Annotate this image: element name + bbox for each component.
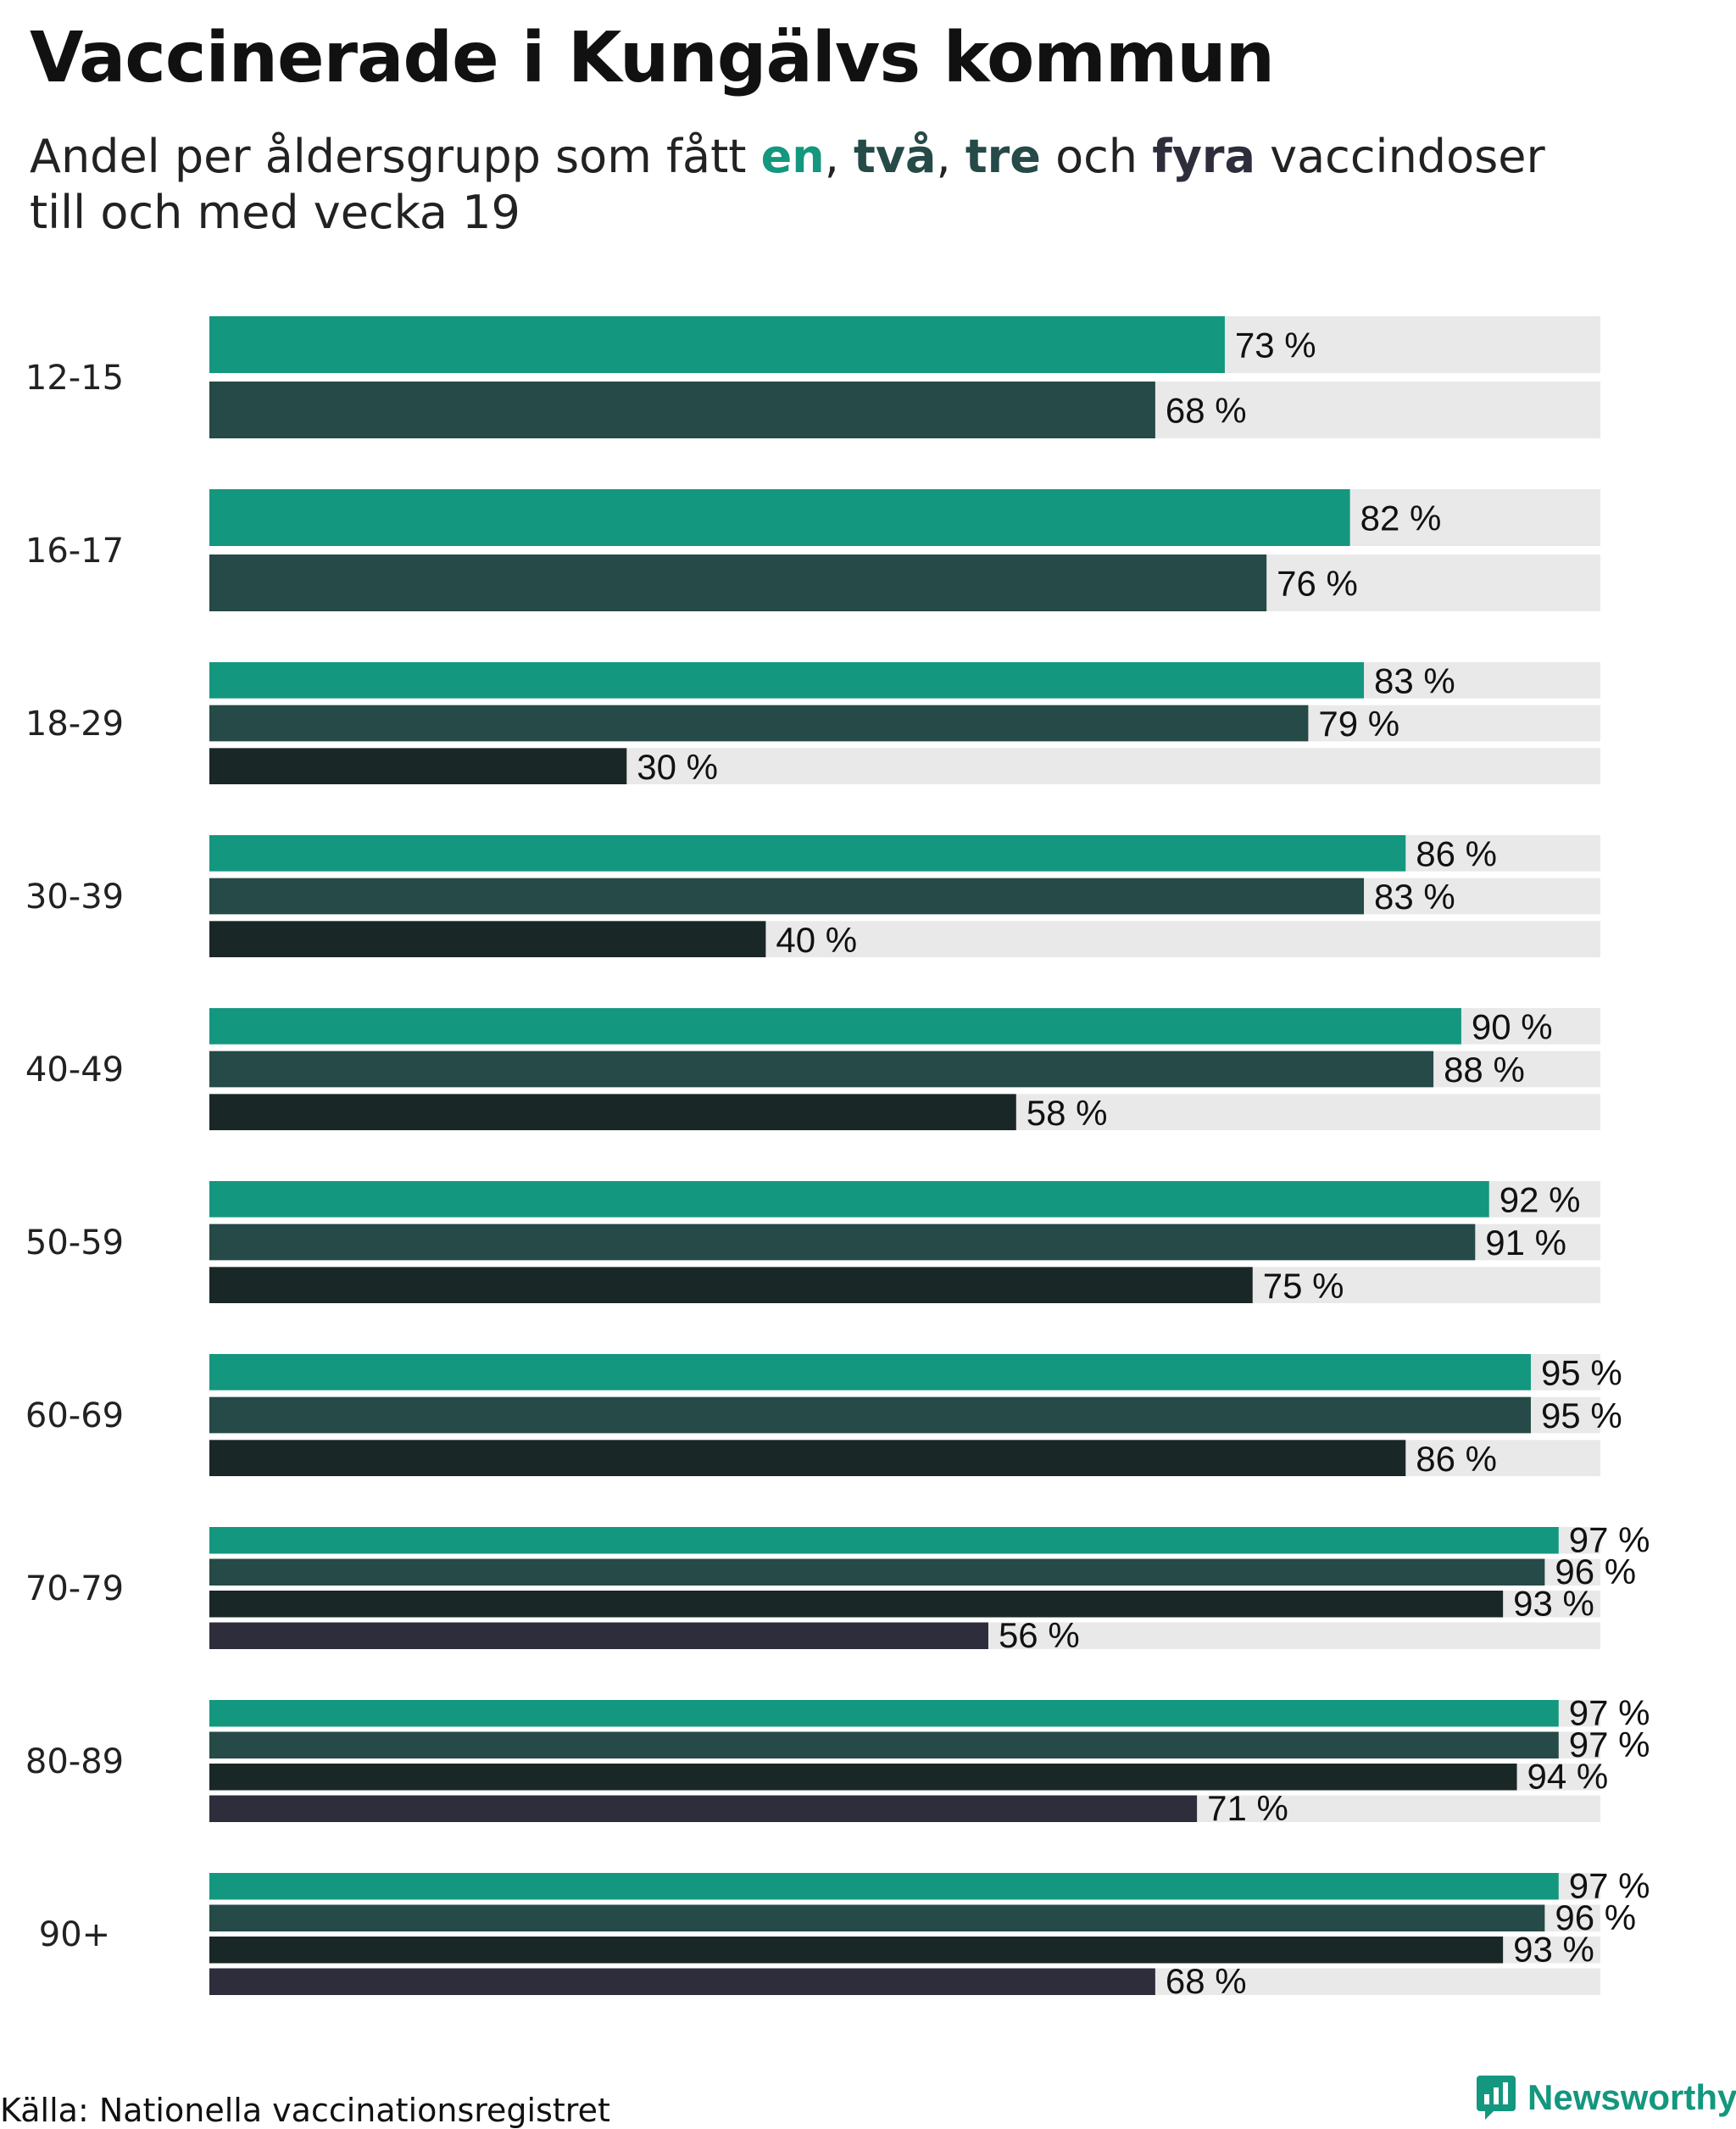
value-label: 94 % [1527,1756,1609,1796]
bar-en [209,1700,1559,1727]
subtitle-separator: och [1040,130,1153,183]
value-label: 96 % [1555,1552,1636,1591]
value-label: 97 % [1569,1865,1650,1905]
value-label: 79 % [1318,704,1399,744]
group-label: 90+ [39,1915,110,1954]
subtitle-separator: , [936,130,965,183]
bar-en [209,1873,1559,1900]
subtitle-dose-tre: tre [965,130,1041,183]
value-label: 71 % [1207,1788,1288,1828]
subtitle-prefix: Andel per åldersgrupp som fått [30,130,761,183]
bar-en [209,316,1225,373]
group-label: 18-29 [25,705,124,744]
bar-tva [209,1396,1531,1434]
bar-en [209,835,1406,872]
bar-tva [209,1051,1434,1088]
value-label: 95 % [1541,1396,1622,1435]
value-label: 93 % [1513,1583,1594,1623]
bar-fyra [209,1622,988,1649]
value-label: 58 % [1027,1093,1108,1133]
subtitle-dose-en: en [760,130,825,183]
value-label: 86 % [1416,833,1497,873]
subtitle-dose-fyra: fyra [1152,130,1255,183]
bar-tre [209,921,766,957]
value-label: 92 % [1500,1179,1581,1219]
value-label: 88 % [1444,1050,1525,1090]
value-label: 83 % [1374,660,1455,700]
subtitle-line1-suffix: vaccindoser [1255,130,1545,183]
value-label: 97 % [1569,1692,1650,1732]
value-label: 56 % [999,1615,1080,1655]
subtitle-dose-tva: två [854,130,937,183]
bar-tva [209,555,1267,611]
value-label: 93 % [1513,1929,1594,1969]
bar-tre [209,1094,1016,1130]
bar-fyra [209,1968,1155,1995]
value-label: 97 % [1569,1725,1650,1764]
value-label: 91 % [1485,1223,1566,1262]
bar-tre [209,1764,1517,1791]
logo-text: Newsworthy [1527,2077,1736,2117]
bar-tva [209,1904,1545,1931]
bar-tva [209,878,1365,915]
subtitle-separator: , [824,130,854,183]
value-label: 97 % [1569,1519,1650,1559]
bar-fyra [209,1795,1198,1822]
group-label: 60-69 [25,1396,124,1435]
newsworthy-logo: Newsworthy [1477,2076,1736,2120]
group-label: 30-39 [25,878,124,917]
value-label: 86 % [1416,1439,1497,1479]
bar-tva [209,382,1155,438]
value-label: 95 % [1541,1352,1622,1392]
value-label: 75 % [1263,1266,1344,1306]
bar-tva [209,705,1309,742]
bar-en [209,1181,1489,1218]
value-label: 73 % [1235,326,1316,365]
bar-tva [209,1558,1545,1586]
subtitle-line2: till och med vecka 19 [30,186,520,239]
bar-tre [209,748,627,784]
value-label: 68 % [1166,1961,1247,2001]
value-label: 40 % [776,920,857,960]
bar-en [209,662,1365,699]
value-label: 68 % [1166,391,1247,431]
value-label: 90 % [1472,1006,1553,1046]
newsworthy-chart-icon [1477,2076,1516,2120]
bar-en [209,1527,1559,1554]
group-label: 40-49 [25,1051,124,1090]
group-label: 70-79 [25,1569,124,1608]
chart-subtitle: Andel per åldersgrupp som fått en, två, … [30,129,1545,241]
group-label: 12-15 [25,359,124,398]
bar-tre [209,1591,1504,1618]
value-label: 96 % [1555,1898,1636,1937]
bar-en [209,1008,1461,1045]
source-note: Källa: Nationella vaccinationsregistret [0,2092,610,2129]
value-label: 30 % [637,747,718,787]
group-label: 16-17 [25,532,124,571]
bar-tva [209,1223,1476,1261]
value-label: 83 % [1374,877,1455,917]
value-label: 82 % [1360,499,1442,538]
bar-tre [209,1267,1253,1303]
group-label: 50-59 [25,1223,124,1262]
bar-tre [209,1937,1504,1964]
bar-en [209,489,1350,546]
bar-tva [209,1731,1559,1758]
chart-title: Vaccinerade i Kungälvs kommun [30,18,1275,98]
value-label: 76 % [1277,564,1358,604]
group-label: 80-89 [25,1742,124,1781]
bar-en [209,1354,1531,1391]
bar-tre [209,1440,1406,1476]
